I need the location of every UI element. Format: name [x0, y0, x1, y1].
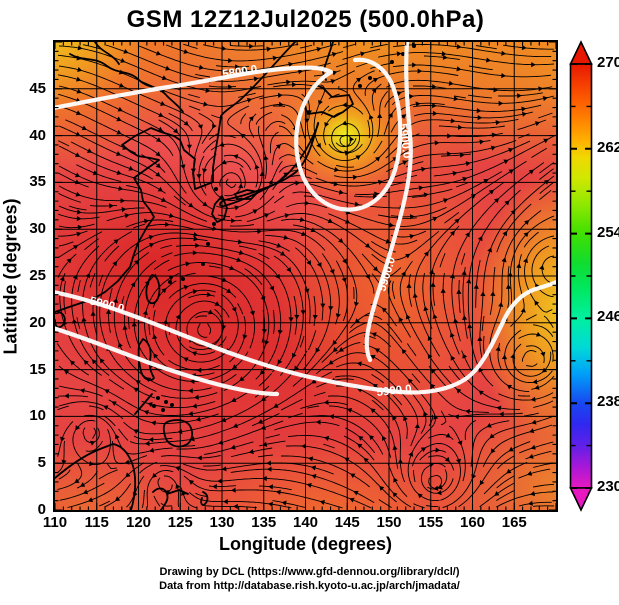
colorbar-bottom-arrow — [569, 487, 593, 512]
y-tick-label: 35 — [29, 173, 46, 191]
colorbar-top-arrow — [569, 40, 593, 65]
axis-ticks-layer — [55, 42, 556, 510]
contour-label: 5900.0 — [376, 256, 398, 293]
x-tick-label: 125 — [167, 514, 193, 531]
colorbar — [569, 40, 593, 512]
y-tick-label: 30 — [29, 220, 46, 238]
colorbar-tick-label: 270 — [597, 54, 619, 71]
x-tick-label: 115 — [84, 514, 109, 531]
height-contours-layer — [55, 42, 556, 397]
colorbar-tick-label: 238 — [597, 393, 619, 411]
x-tick-label: 130 — [209, 514, 235, 531]
y-tick-label: 10 — [29, 407, 46, 425]
y-tick-label: 25 — [29, 267, 46, 284]
contour-label: 5900.0 — [376, 383, 412, 399]
y-tick-label: 0 — [37, 501, 46, 518]
chart-title: GSM 12Z12Jul2025 (500.0hPa) — [126, 6, 485, 33]
x-tick-label: 160 — [459, 514, 486, 531]
contour-label: 5900.0 — [396, 123, 413, 160]
y-tick-label: 20 — [29, 313, 46, 331]
y-tick-label: 5 — [37, 454, 46, 472]
x-tick-label: 120 — [125, 514, 152, 531]
x-tick-label: 155 — [418, 514, 444, 531]
x-tick-label: 165 — [501, 514, 527, 531]
colorbar-tick-label: 230 — [597, 478, 619, 495]
y-tick-label: 40 — [29, 126, 46, 144]
credit-line-1: Drawing by DCL (https://www.gfd-dennou.o… — [159, 566, 460, 578]
map-plot: 5800.0 5900.0 5900.0 5900.0 5900.0 — [53, 40, 558, 512]
grid-layer — [55, 42, 556, 510]
x-axis-title: Longitude (degrees) — [218, 534, 392, 554]
x-tick-label: 110 — [42, 514, 68, 531]
colorbar-tick-label: 262 — [597, 138, 619, 156]
y-tick-label: 15 — [29, 360, 46, 378]
colorbar-tick-label: 246 — [597, 308, 619, 326]
x-tick-label: 140 — [292, 514, 319, 531]
credit-line-2: Data from http://database.rish.kyoto-u.a… — [159, 580, 460, 592]
colorbar-ticks — [570, 63, 592, 489]
x-tick-label: 150 — [376, 514, 402, 531]
x-tick-label: 145 — [334, 514, 360, 531]
contour-label: 5800.0 — [222, 64, 259, 81]
credits: Drawing by DCL (https://www.gfd-dennou.o… — [0, 565, 619, 593]
y-tick-label: 45 — [29, 79, 46, 97]
x-tick-label: 135 — [251, 514, 277, 531]
colorbar-tick-label: 254 — [597, 223, 619, 241]
